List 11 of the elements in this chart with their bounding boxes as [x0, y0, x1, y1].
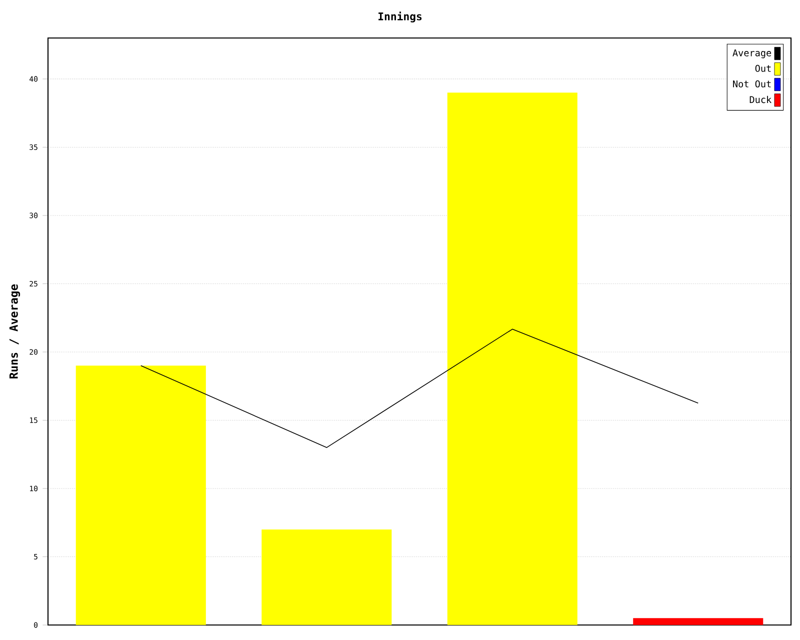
y-axis-title: Runs / Average: [9, 284, 20, 378]
legend-label: Duck: [750, 96, 772, 104]
bar: [262, 529, 392, 625]
legend-label: Average: [732, 49, 772, 58]
legend-label: Out: [755, 64, 771, 72]
bar: [76, 366, 206, 625]
legend-label: Not Out: [733, 80, 771, 88]
line-series: [140, 328, 699, 448]
bar: [447, 92, 578, 625]
bar: [633, 618, 764, 625]
chart-title: Innings: [378, 12, 422, 22]
